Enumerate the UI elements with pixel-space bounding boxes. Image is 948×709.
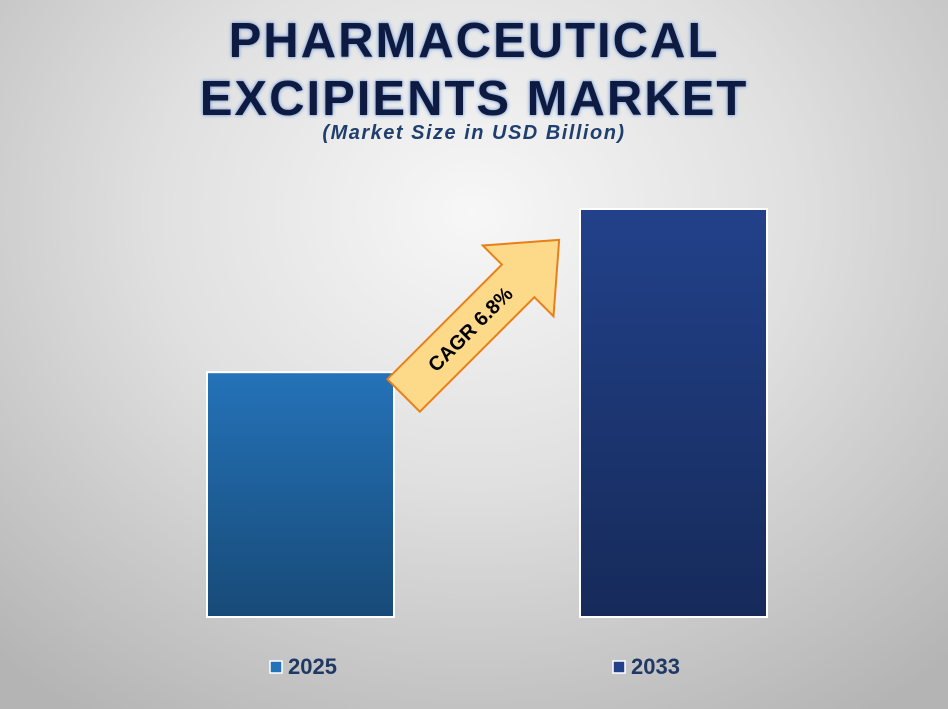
bar-shade [581,210,766,616]
legend-label: 2033 [631,654,680,679]
legend-swatch [612,660,626,674]
cagr-arrow: CAGR 6.8% [385,238,561,414]
arrow-shape [385,238,561,414]
legend-label: 2025 [288,654,337,679]
chart-title: PHARMACEUTICAL EXCIPIENTS MARKET [199,14,749,126]
legend-swatch [269,660,283,674]
chart-subtitle: (Market Size in USD Billion) [322,122,626,144]
bar-shade [208,373,393,616]
